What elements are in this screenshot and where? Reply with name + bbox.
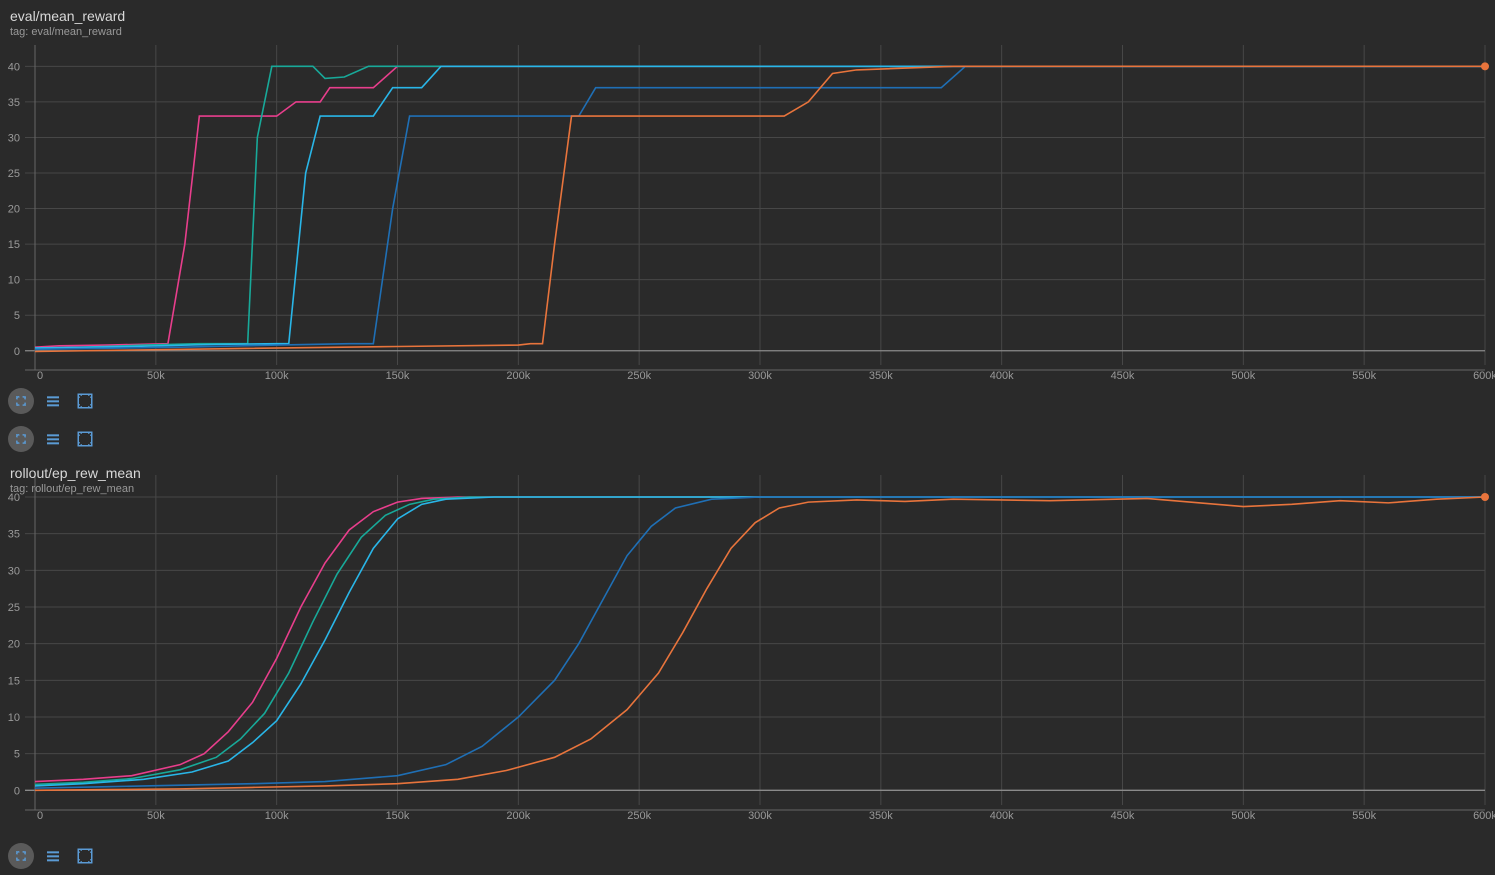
- svg-text:10: 10: [8, 712, 20, 724]
- list-button-rollout[interactable]: [40, 843, 66, 869]
- chart-tag-rollout: tag: rollout/ep_rew_mean: [10, 482, 141, 496]
- chart-title-eval: eval/mean_reward: [10, 8, 125, 25]
- svg-text:150k: 150k: [386, 810, 410, 822]
- svg-text:100k: 100k: [265, 370, 289, 382]
- svg-text:350k: 350k: [869, 370, 893, 382]
- svg-text:450k: 450k: [1111, 370, 1135, 382]
- list-icon: [45, 431, 61, 447]
- svg-text:30: 30: [8, 565, 20, 577]
- svg-text:150k: 150k: [386, 370, 410, 382]
- svg-text:10: 10: [8, 275, 20, 287]
- tensorboard-app: eval/mean_reward tag: eval/mean_reward 0…: [0, 0, 1495, 875]
- chart-panel-eval: eval/mean_reward tag: eval/mean_reward 0…: [0, 0, 1495, 420]
- chart-panel-rollout: rollout/ep_rew_mean tag: rollout/ep_rew_…: [0, 420, 1495, 875]
- toolbar-eval: [8, 388, 98, 414]
- fullscreen-button-eval[interactable]: [8, 388, 34, 414]
- fullscreen-icon: [14, 432, 28, 446]
- svg-text:0: 0: [14, 785, 20, 797]
- chart-area-eval: 0 50k 100k 150k 200k 250k 300k 350k 400k 450k 500k…: [35, 45, 1485, 385]
- fullscreen-button-rollout[interactable]: [8, 843, 34, 869]
- svg-text:400k: 400k: [990, 810, 1014, 822]
- svg-text:250k: 250k: [627, 810, 651, 822]
- svg-text:200k: 200k: [506, 370, 530, 382]
- svg-text:500k: 500k: [1231, 810, 1255, 822]
- svg-text:40: 40: [8, 61, 20, 73]
- svg-text:550k: 550k: [1352, 370, 1376, 382]
- chart-svg-eval: 0 50k 100k 150k 200k 250k 300k 350k 400k 450k 500k…: [35, 45, 1485, 385]
- list-icon: [45, 393, 61, 409]
- svg-text:5: 5: [14, 749, 20, 761]
- svg-text:35: 35: [8, 529, 20, 541]
- svg-text:450k: 450k: [1111, 810, 1135, 822]
- fullscreen-button-rollout-top[interactable]: [8, 426, 34, 452]
- crop-icon: [76, 392, 94, 410]
- svg-text:500k: 500k: [1231, 370, 1255, 382]
- fullscreen-icon: [14, 849, 28, 863]
- svg-text:100k: 100k: [265, 810, 289, 822]
- list-button-eval[interactable]: [40, 388, 66, 414]
- toolbar-rollout-top: [8, 426, 98, 452]
- svg-text:0: 0: [14, 346, 20, 358]
- svg-text:400k: 400k: [990, 370, 1014, 382]
- svg-text:250k: 250k: [627, 370, 651, 382]
- svg-text:20: 20: [8, 204, 20, 216]
- list-button-rollout-top[interactable]: [40, 426, 66, 452]
- svg-text:300k: 300k: [748, 810, 772, 822]
- crop-button-eval[interactable]: [72, 388, 98, 414]
- chart-svg-rollout: 0 50k 100k 150k 200k 250k 300k 350k 400k 450k 500k…: [35, 475, 1485, 825]
- svg-text:15: 15: [8, 239, 20, 251]
- chart-header-eval: eval/mean_reward tag: eval/mean_reward: [10, 8, 125, 39]
- svg-text:25: 25: [8, 168, 20, 180]
- svg-text:300k: 300k: [748, 370, 772, 382]
- svg-text:0: 0: [37, 810, 43, 822]
- svg-text:0: 0: [37, 370, 43, 382]
- crop-icon: [76, 847, 94, 865]
- svg-text:15: 15: [8, 675, 20, 687]
- svg-text:600k: 600k: [1473, 810, 1495, 822]
- svg-text:5: 5: [14, 310, 20, 322]
- fullscreen-icon: [14, 394, 28, 408]
- list-icon: [45, 848, 61, 864]
- svg-text:35: 35: [8, 97, 20, 109]
- crop-button-rollout[interactable]: [72, 843, 98, 869]
- svg-text:25: 25: [8, 602, 20, 614]
- svg-text:350k: 350k: [869, 810, 893, 822]
- svg-text:50k: 50k: [147, 810, 165, 822]
- crop-button-rollout-top[interactable]: [72, 426, 98, 452]
- chart-title-rollout: rollout/ep_rew_mean: [10, 465, 141, 482]
- svg-text:50k: 50k: [147, 370, 165, 382]
- svg-text:20: 20: [8, 639, 20, 651]
- chart-header-rollout: rollout/ep_rew_mean tag: rollout/ep_rew_…: [10, 465, 141, 496]
- svg-text:30: 30: [8, 132, 20, 144]
- svg-text:200k: 200k: [506, 810, 530, 822]
- crop-icon: [76, 430, 94, 448]
- toolbar-rollout: [8, 843, 98, 869]
- chart-area-rollout: 0 50k 100k 150k 200k 250k 300k 350k 400k 450k 500k…: [35, 475, 1485, 825]
- chart-tag-eval: tag: eval/mean_reward: [10, 25, 125, 39]
- svg-text:600k: 600k: [1473, 370, 1495, 382]
- svg-text:550k: 550k: [1352, 810, 1376, 822]
